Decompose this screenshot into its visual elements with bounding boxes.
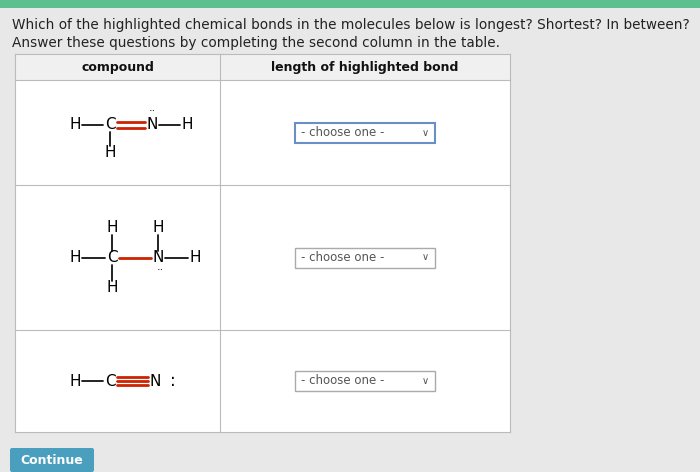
Text: C: C <box>106 250 118 265</box>
Text: - choose one -: - choose one - <box>301 251 388 264</box>
Text: length of highlighted bond: length of highlighted bond <box>272 60 458 74</box>
Text: H: H <box>106 220 118 235</box>
Text: - choose one -: - choose one - <box>301 374 388 388</box>
Text: H: H <box>69 117 80 132</box>
Text: Continue: Continue <box>20 454 83 466</box>
Text: H: H <box>153 220 164 235</box>
FancyBboxPatch shape <box>10 448 94 472</box>
Text: ··: ·· <box>156 265 164 276</box>
Bar <box>295 123 435 143</box>
Text: Answer these questions by completing the second column in the table.: Answer these questions by completing the… <box>12 36 500 50</box>
Text: - choose one -: - choose one - <box>301 126 388 139</box>
Text: ∨: ∨ <box>421 376 428 386</box>
Bar <box>295 371 435 391</box>
Text: :: : <box>170 372 176 390</box>
Text: ∨: ∨ <box>421 127 428 137</box>
Text: Which of the highlighted chemical bonds in the molecules below is longest? Short: Which of the highlighted chemical bonds … <box>12 18 690 32</box>
Text: H: H <box>104 145 116 160</box>
Text: ··: ·· <box>148 107 155 117</box>
Text: ∨: ∨ <box>421 253 428 262</box>
Text: compound: compound <box>81 60 154 74</box>
Text: N: N <box>149 373 161 388</box>
Text: H: H <box>106 280 118 295</box>
Text: C: C <box>105 373 116 388</box>
Text: H: H <box>181 117 193 132</box>
Text: H: H <box>189 250 201 265</box>
Text: C: C <box>105 117 116 132</box>
Text: H: H <box>69 373 80 388</box>
Text: H: H <box>69 250 80 265</box>
Bar <box>15 54 510 80</box>
Text: N: N <box>146 117 158 132</box>
Text: N: N <box>153 250 164 265</box>
Bar <box>295 247 435 268</box>
Bar <box>0 0 700 8</box>
Bar <box>15 54 510 432</box>
